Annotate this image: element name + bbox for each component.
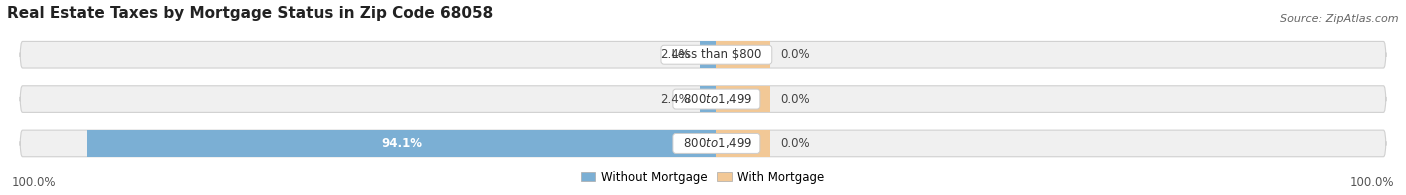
Text: 2.4%: 2.4% [661, 93, 690, 105]
FancyBboxPatch shape [20, 130, 1386, 157]
Bar [87, 130, 717, 157]
Bar [700, 41, 717, 68]
Text: 0.0%: 0.0% [780, 93, 810, 105]
FancyBboxPatch shape [20, 86, 1386, 112]
Text: Source: ZipAtlas.com: Source: ZipAtlas.com [1281, 14, 1399, 24]
Text: 94.1%: 94.1% [381, 137, 422, 150]
Legend: Without Mortgage, With Mortgage: Without Mortgage, With Mortgage [576, 166, 830, 188]
Text: Real Estate Taxes by Mortgage Status in Zip Code 68058: Real Estate Taxes by Mortgage Status in … [7, 5, 494, 20]
Text: $800 to $1,499: $800 to $1,499 [676, 136, 756, 151]
Bar [700, 86, 717, 112]
Text: Less than $800: Less than $800 [664, 48, 769, 61]
Bar [717, 86, 770, 112]
Text: 2.4%: 2.4% [661, 48, 690, 61]
FancyBboxPatch shape [20, 41, 1386, 68]
Text: $800 to $1,499: $800 to $1,499 [676, 92, 756, 106]
Bar [717, 41, 770, 68]
Text: 0.0%: 0.0% [780, 137, 810, 150]
Bar [717, 130, 770, 157]
Text: 0.0%: 0.0% [780, 48, 810, 61]
